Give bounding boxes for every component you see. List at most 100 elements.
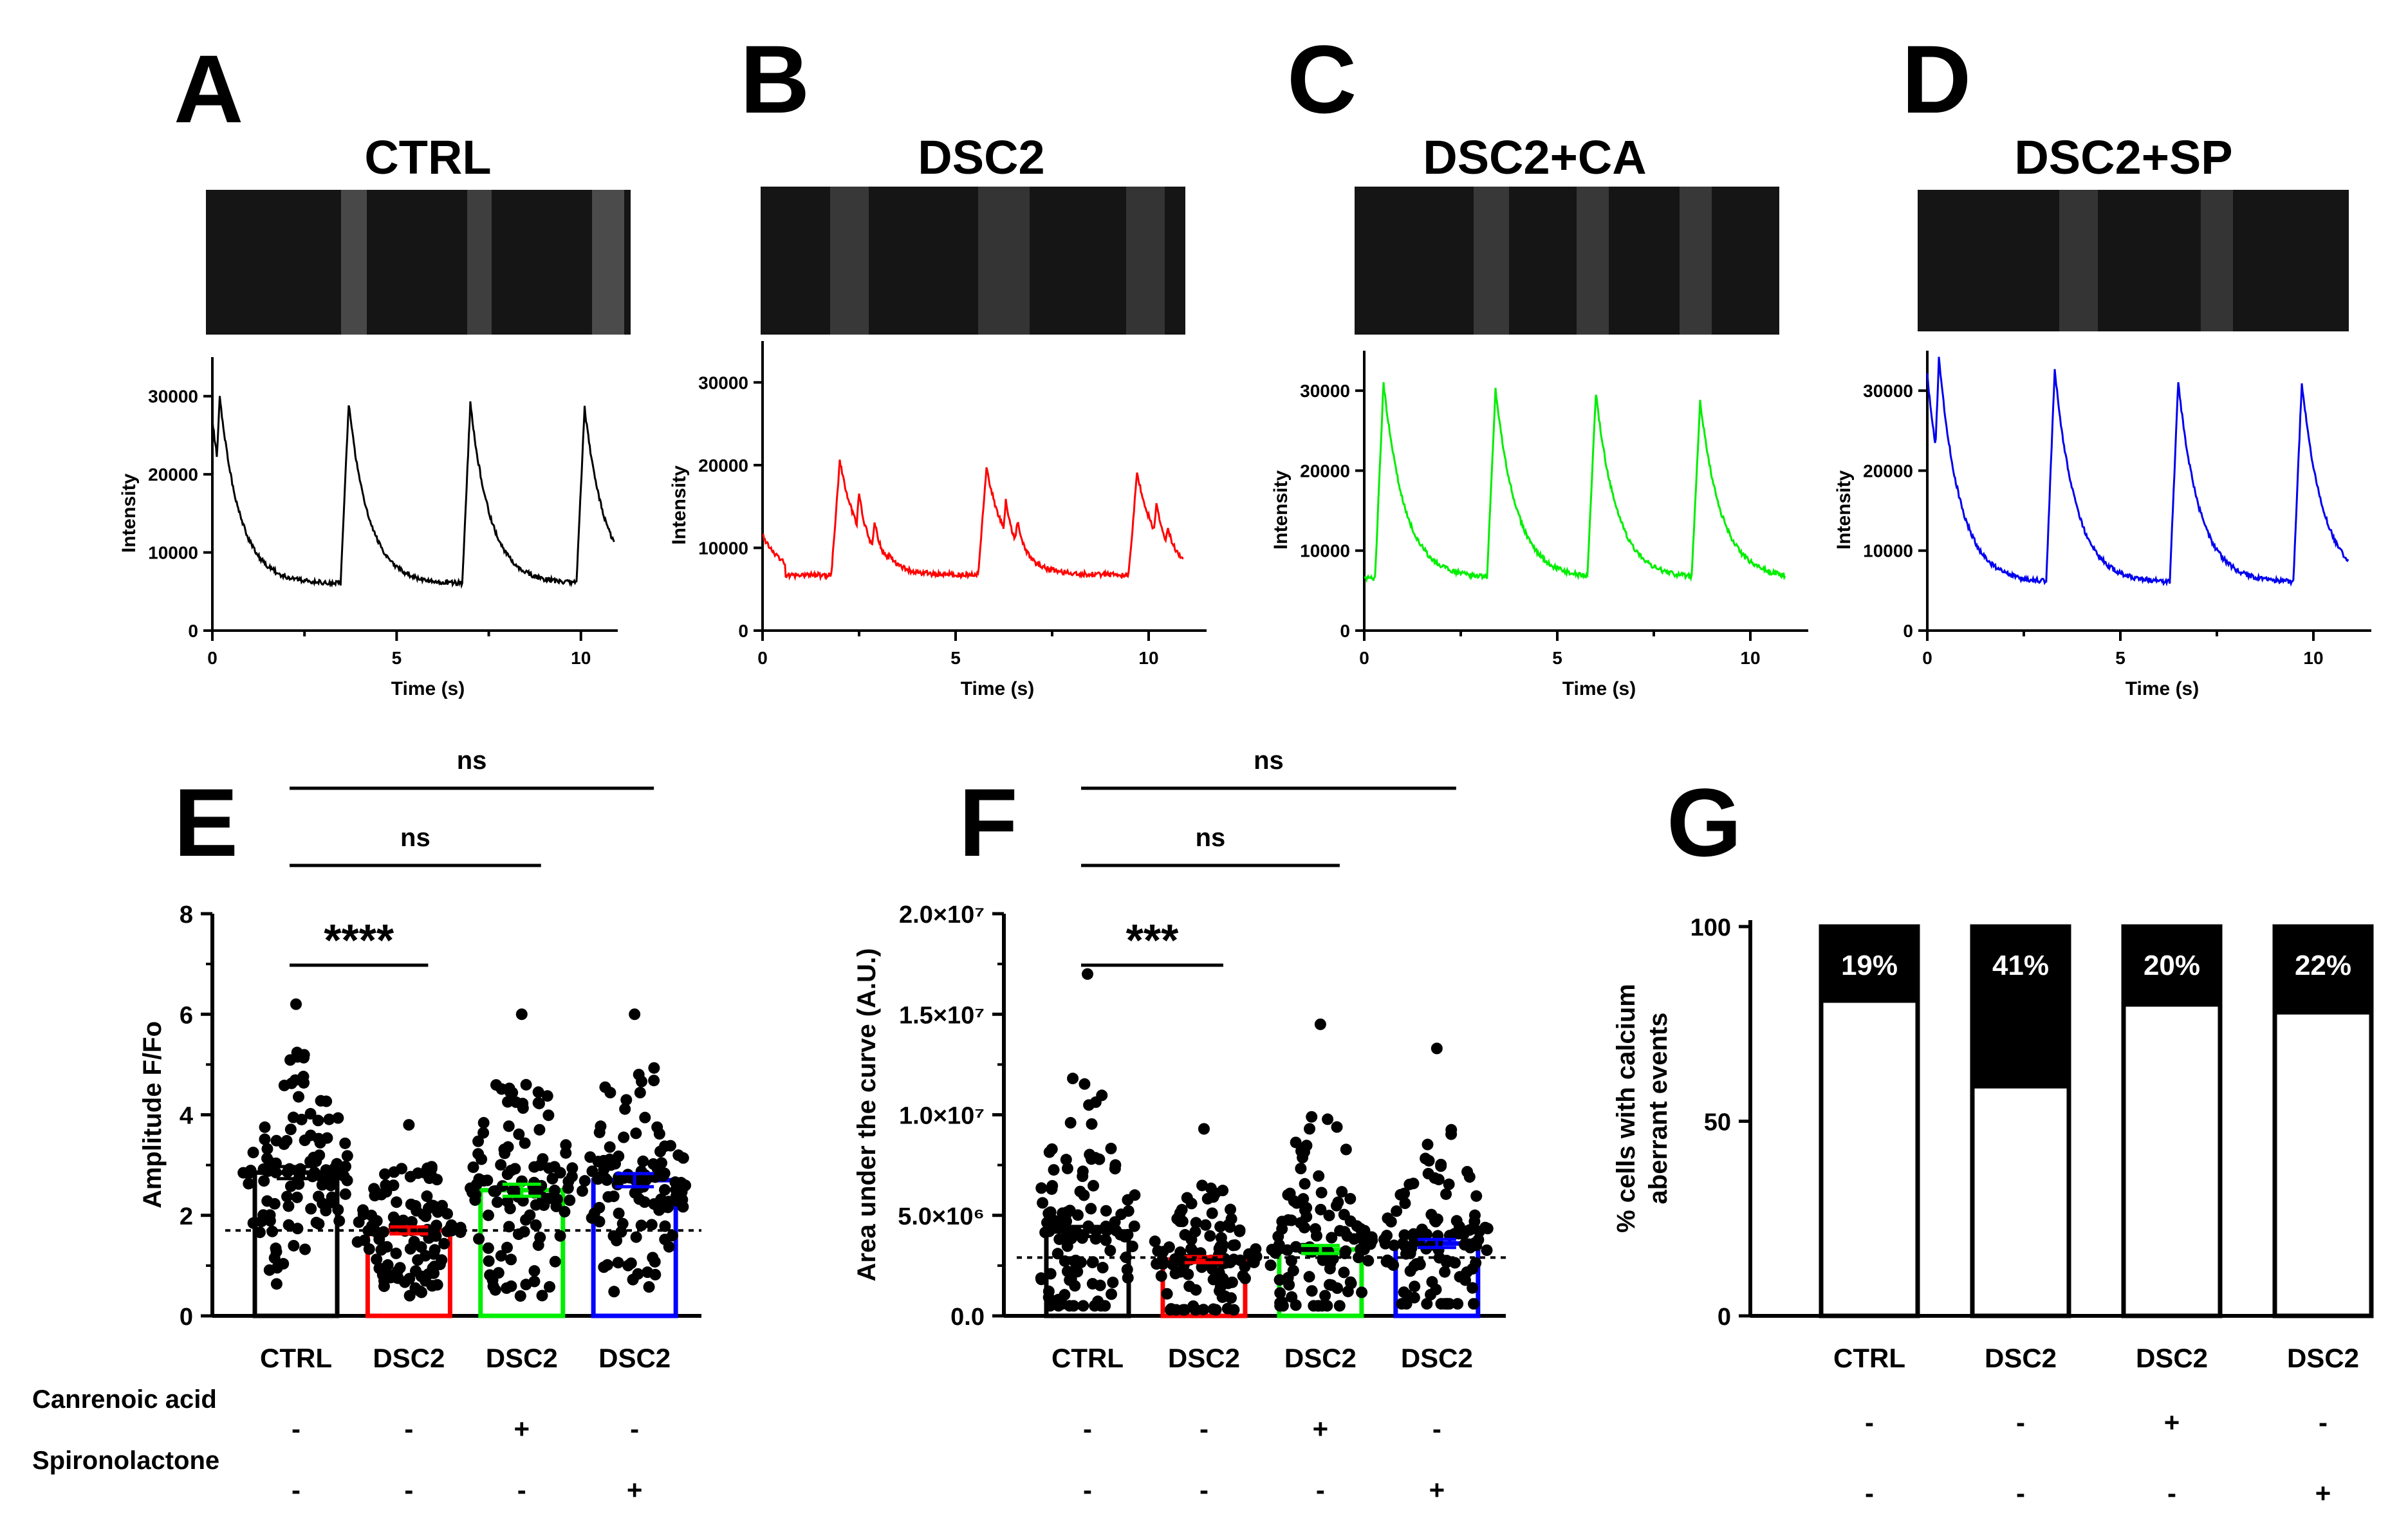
- percent-label: 20%: [2144, 950, 2200, 981]
- data-point: [1206, 1207, 1218, 1219]
- data-point: [619, 1103, 631, 1115]
- data-point: [1172, 1212, 1185, 1224]
- data-point: [1196, 1179, 1209, 1192]
- data-point: [1074, 1185, 1086, 1197]
- data-point: [1060, 1225, 1073, 1237]
- data-point: [257, 1163, 270, 1176]
- treatment-mark: -: [292, 1475, 301, 1505]
- data-point: [532, 1086, 544, 1098]
- data-point: [482, 1242, 494, 1254]
- data-point: [546, 1172, 559, 1185]
- data-point: [1089, 1233, 1102, 1245]
- y-axis-label: Intensity: [118, 474, 140, 553]
- data-point: [625, 1257, 637, 1270]
- y-axis-label: Amplitude F/Fo: [138, 1021, 167, 1208]
- data-point: [403, 1273, 416, 1285]
- data-point: [566, 1162, 579, 1174]
- y-tick-label: 20000: [1863, 461, 1913, 481]
- data-point: [266, 1225, 279, 1237]
- data-point: [1046, 1183, 1058, 1195]
- data-point: [1381, 1230, 1393, 1242]
- data-point: [1064, 1116, 1077, 1129]
- data-point: [431, 1174, 443, 1186]
- linescan-image-c: [1355, 187, 1779, 335]
- scatter-bar-plot-e: 0 2 4 6 8 Amplitude F/Fo CTRL - - DSC2 - - DSC2 + - DSC…: [138, 746, 701, 1505]
- data-point: [1097, 1262, 1109, 1274]
- data-point: [530, 1219, 542, 1231]
- panel-letter-c: C: [1287, 25, 1357, 133]
- data-point: [1077, 1165, 1089, 1178]
- data-point: [1443, 1178, 1455, 1190]
- data-point: [1061, 1162, 1073, 1174]
- data-point: [649, 1268, 662, 1280]
- data-point: [341, 1150, 353, 1162]
- data-point: [1089, 1152, 1102, 1164]
- data-point: [271, 1262, 283, 1274]
- data-point: [548, 1185, 560, 1197]
- data-point: [1301, 1202, 1313, 1214]
- data-point: [1085, 1203, 1097, 1215]
- data-point: [653, 1128, 665, 1140]
- data-point: [1099, 1300, 1111, 1312]
- data-point: [1061, 1265, 1073, 1277]
- data-point: [1157, 1258, 1169, 1270]
- data-point: [658, 1184, 671, 1196]
- panel-e: E 0 2 4 6 8 Amplitude F/Fo CTRL - - DSC2 - - DSC2 + - D…: [32, 746, 701, 1505]
- data-point: [351, 1236, 364, 1248]
- y-axis-label: Intensity: [669, 465, 690, 545]
- data-point: [536, 1289, 548, 1302]
- data-point: [379, 1168, 391, 1180]
- data-point: [630, 1127, 642, 1140]
- data-point: [375, 1244, 387, 1256]
- data-point: [314, 1136, 326, 1149]
- data-point: [1445, 1123, 1458, 1136]
- data-point: [648, 1062, 660, 1074]
- data-point: [270, 1278, 282, 1290]
- data-point: [317, 1197, 329, 1210]
- data-point: [1209, 1187, 1221, 1199]
- data-point: [1313, 1300, 1325, 1312]
- data-point: [1198, 1304, 1210, 1316]
- data-point: [1087, 1256, 1099, 1268]
- data-point: [288, 1239, 300, 1252]
- data-point: [316, 1179, 328, 1191]
- data-point: [503, 1120, 515, 1132]
- data-point: [1187, 1300, 1199, 1312]
- data-point: [517, 1195, 529, 1207]
- x-category-label: DSC2: [1284, 1343, 1357, 1373]
- data-point: [670, 1195, 682, 1207]
- panel-a: A CTRL 0 10000 20000 30000 0 5 10 Time (s) Inten…: [118, 35, 631, 699]
- trace-plot-d: 0 10000 20000 30000 0 5 10 Time (s) Intensity: [1833, 351, 2371, 699]
- data-point: [1096, 1089, 1108, 1102]
- treatment-mark: -: [1865, 1478, 1874, 1508]
- data-point: [502, 1096, 514, 1108]
- data-point: [261, 1143, 273, 1155]
- x-category-label: DSC2: [2287, 1343, 2359, 1373]
- data-point: [258, 1175, 270, 1187]
- data-point: [588, 1207, 600, 1219]
- data-point: [1179, 1229, 1191, 1241]
- data-point: [530, 1199, 542, 1211]
- normal-events-bar: [1970, 1084, 2071, 1318]
- data-point: [534, 1159, 546, 1171]
- data-point: [649, 1255, 661, 1268]
- data-point: [542, 1192, 555, 1205]
- data-point: [1185, 1243, 1198, 1255]
- data-point: [1340, 1245, 1352, 1257]
- data-point: [1109, 1216, 1121, 1228]
- linescan-image-d: [1918, 190, 2349, 331]
- data-point: [1041, 1217, 1053, 1229]
- data-point: [1214, 1221, 1227, 1233]
- data-point: [387, 1179, 400, 1192]
- data-point: [1070, 1262, 1082, 1274]
- y-tick-label: 30000: [698, 373, 748, 393]
- data-point: [677, 1152, 689, 1164]
- treatment-mark: -: [1083, 1475, 1092, 1505]
- data-point: [519, 1137, 531, 1149]
- data-point: [1086, 1118, 1098, 1130]
- y-tick-label: 2.0×10⁷: [899, 901, 985, 929]
- data-point: [369, 1185, 382, 1197]
- data-point: [1077, 1300, 1089, 1312]
- x-category-label: CTRL: [260, 1343, 332, 1373]
- data-point: [1388, 1239, 1400, 1252]
